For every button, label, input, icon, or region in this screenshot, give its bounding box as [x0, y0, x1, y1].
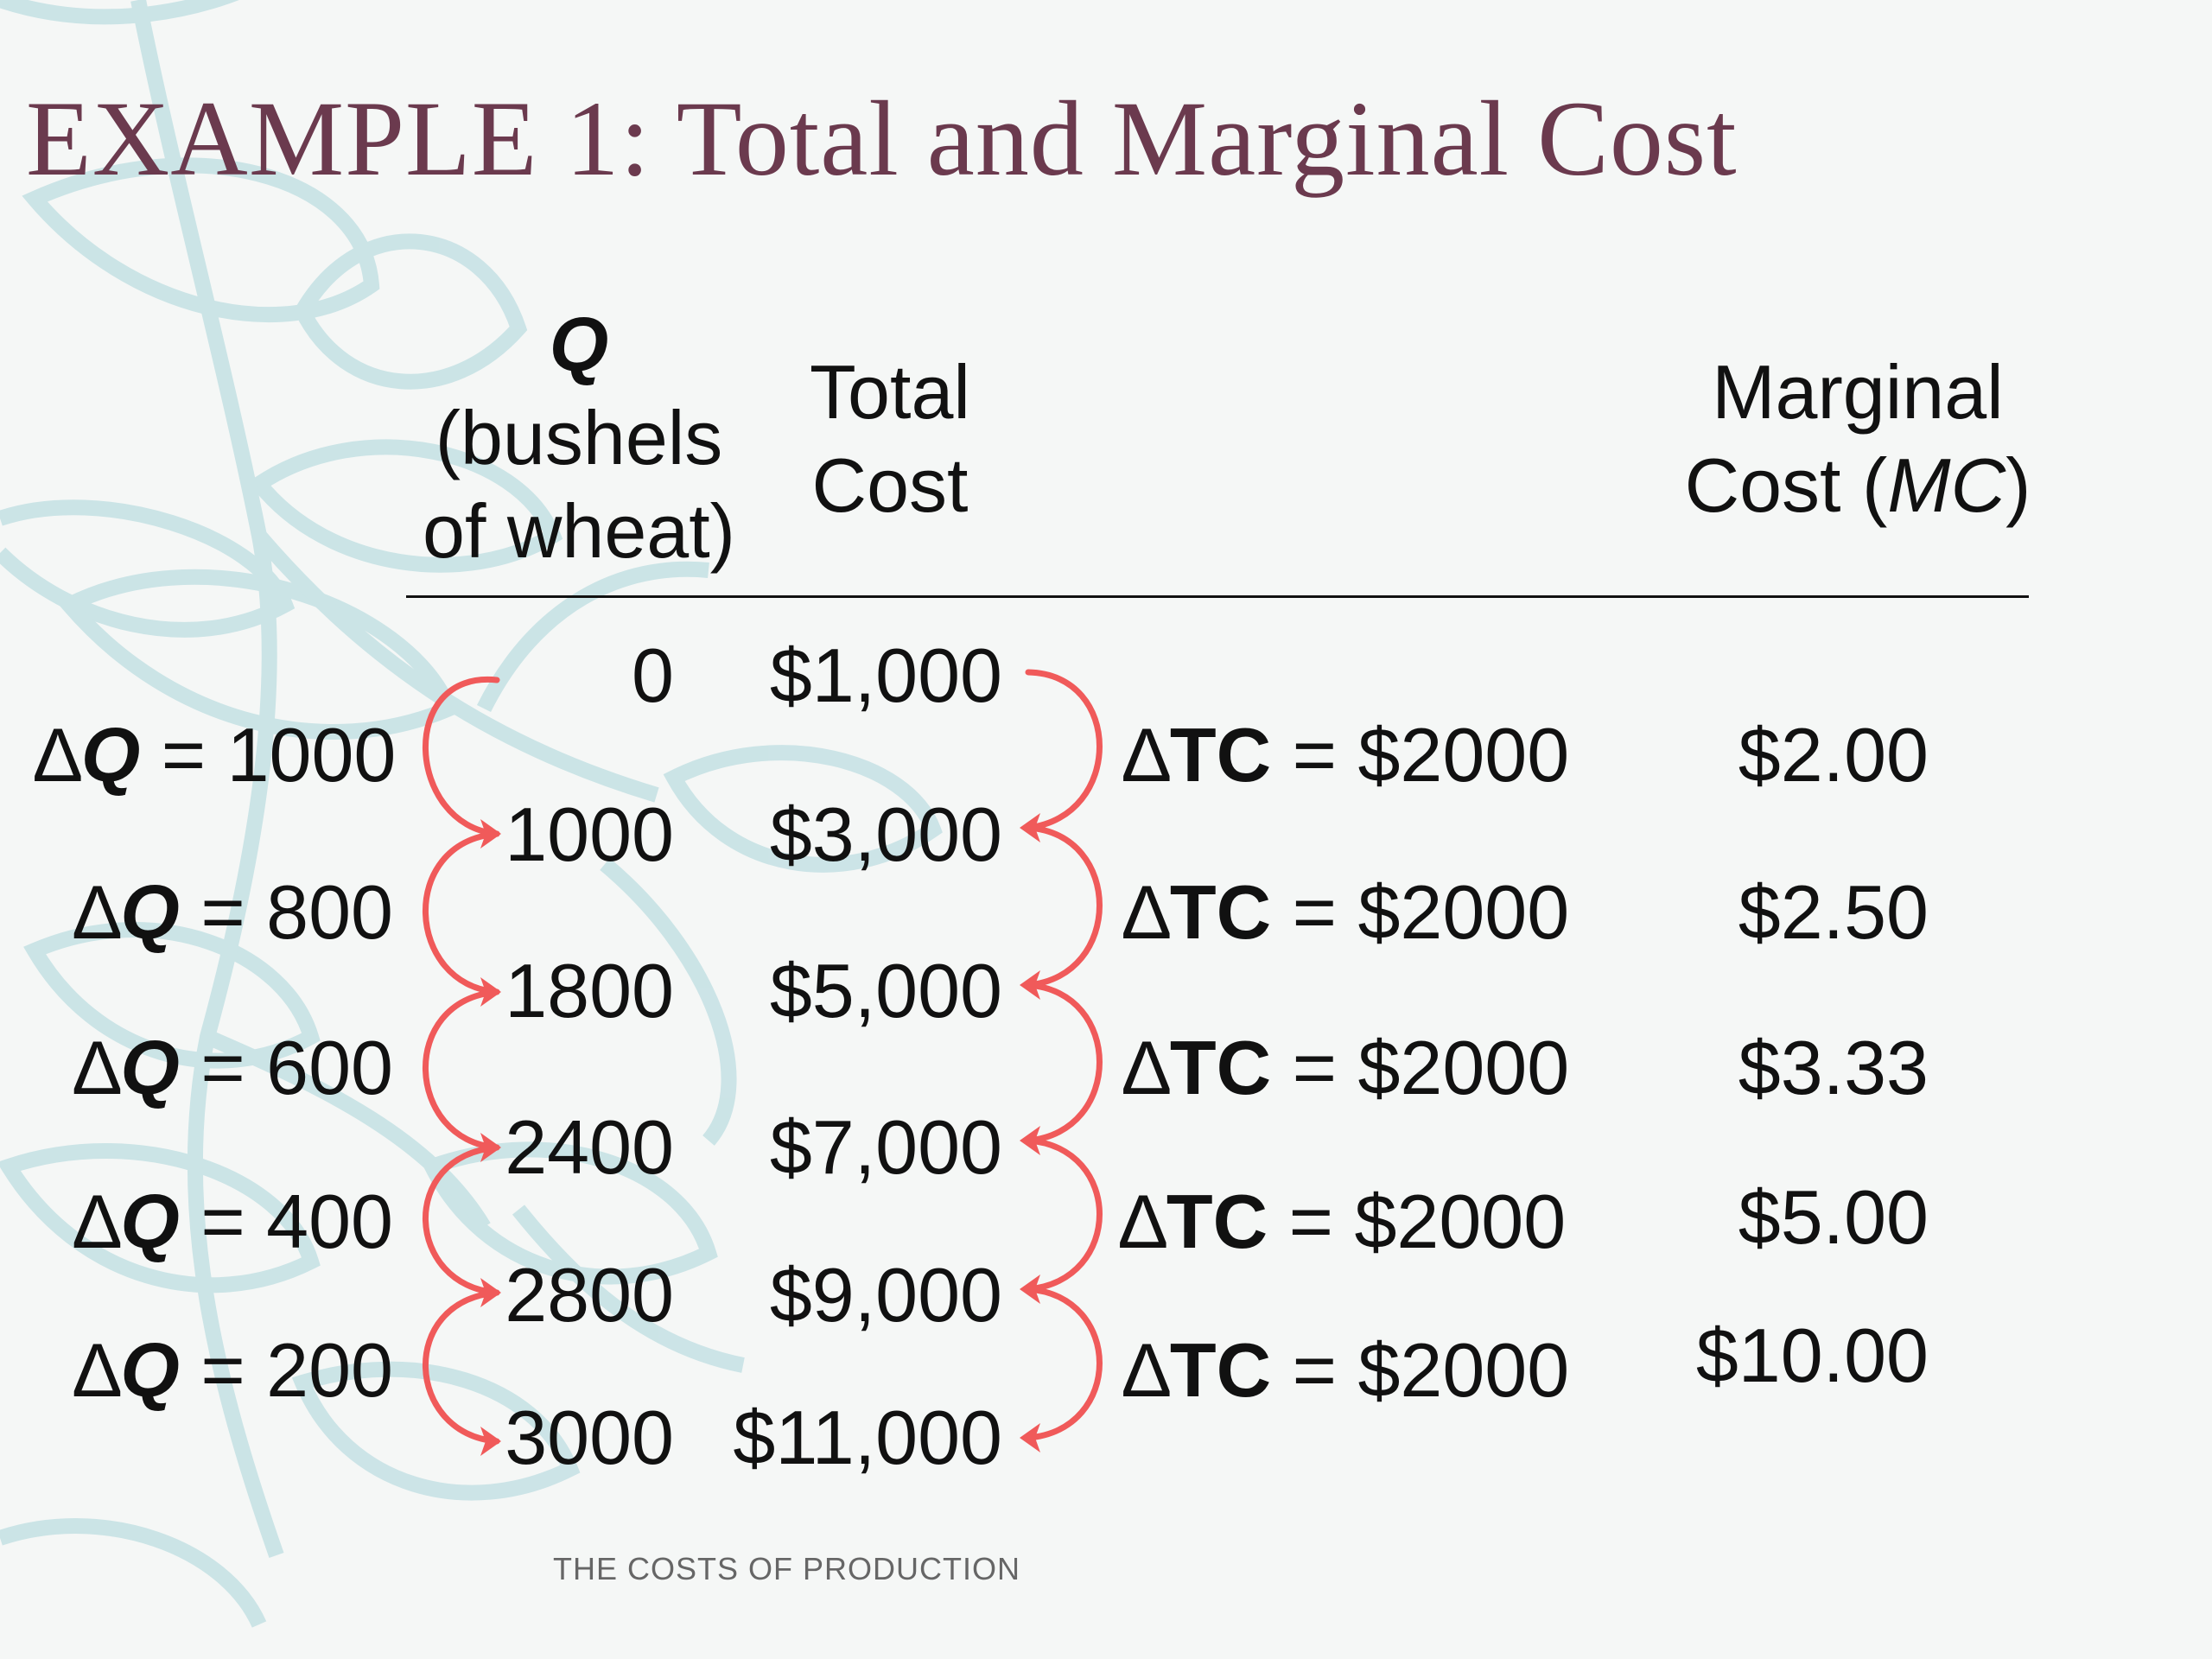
delta-symbol: ∆	[73, 1327, 121, 1413]
delta-q-eq: = 1000	[140, 712, 397, 798]
delta-tc-eq: = $2000	[1271, 1327, 1570, 1413]
delta-q-label: ∆Q = 400	[35, 1184, 393, 1260]
delta-symbol: ∆	[1123, 869, 1170, 955]
delta-tc-label: ∆TC = $2000	[1123, 717, 1569, 793]
header-total-cost: Total Cost	[760, 346, 1020, 532]
delta-symbol: ∆	[73, 1179, 121, 1264]
slide-footer: THE COSTS OF PRODUCTION	[553, 1551, 1021, 1586]
delta-symbol: ∆	[73, 869, 121, 955]
header-q-line1: (bushels	[435, 395, 723, 480]
mc-value: $3.33	[1738, 1025, 1929, 1110]
tc-value: $11,000	[733, 1395, 1002, 1480]
header-mc-line2: Cost (MC)	[1642, 439, 2074, 532]
tc-value: $1,000	[769, 632, 1002, 718]
slide-title: EXAMPLE 1: Total and Marginal Cost	[26, 79, 1738, 198]
delta-tc-eq: = $2000	[1271, 1025, 1570, 1110]
delta-tc-label: ∆TC = $2000	[1123, 874, 1569, 950]
header-divider	[406, 595, 2029, 598]
q-value: 2800	[505, 1252, 674, 1338]
delta-tc-eq: = $2000	[1271, 869, 1570, 955]
tc-value: $3,000	[769, 791, 1002, 877]
delta-q-eq: = 600	[179, 1025, 393, 1110]
q-value: 0	[632, 632, 674, 718]
header-q-symbol: Q	[549, 302, 609, 387]
q-value: 1000	[505, 791, 674, 877]
delta-q-eq: = 200	[179, 1327, 393, 1413]
delta-tc-var: TC	[1166, 1179, 1268, 1264]
tc-value: $5,000	[769, 948, 1002, 1033]
header-tc-line1: Total	[810, 349, 970, 435]
header-mc-suffix: )	[2005, 442, 2031, 528]
delta-tc-label: ∆TC = $2000	[1123, 1030, 1569, 1106]
delta-tc-var: TC	[1169, 869, 1272, 955]
q-value: 3000	[505, 1395, 674, 1480]
header-tc-line2: Cost	[811, 442, 969, 528]
delta-q-label: ∆Q = 200	[35, 1332, 393, 1408]
mc-value: $5.00	[1738, 1174, 1929, 1260]
delta-q-label: ∆Q = 800	[35, 874, 393, 950]
q-value: 2400	[505, 1104, 674, 1190]
tc-value: $9,000	[769, 1252, 1002, 1338]
tc-value: $7,000	[769, 1104, 1002, 1190]
delta-q-var: Q	[120, 1327, 180, 1413]
delta-q-label: ∆Q = 600	[35, 1030, 393, 1106]
delta-symbol: ∆	[1123, 1025, 1170, 1110]
delta-q-var: Q	[120, 1179, 180, 1264]
mc-value: $2.50	[1738, 869, 1929, 955]
delta-symbol: ∆	[35, 712, 81, 798]
delta-q-eq: = 400	[179, 1179, 393, 1264]
delta-symbol: ∆	[1123, 1327, 1170, 1413]
q-value: 1800	[505, 948, 674, 1033]
header-marginal-cost: Marginal Cost (MC)	[1642, 346, 2074, 532]
header-mc-line1: Marginal	[1712, 349, 2004, 435]
delta-q-var: Q	[80, 712, 141, 798]
delta-q-var: Q	[120, 869, 180, 955]
delta-tc-var: TC	[1169, 712, 1272, 798]
delta-tc-label: ∆TC = $2000	[1123, 1332, 1569, 1408]
mc-value: $2.00	[1738, 712, 1929, 798]
mc-value: $10.00	[1695, 1313, 1929, 1398]
delta-tc-label: ∆TC = $2000	[1120, 1184, 1566, 1260]
delta-q-eq: = 800	[179, 869, 393, 955]
header-q-line2: of wheat)	[423, 488, 735, 574]
delta-tc-var: TC	[1169, 1327, 1272, 1413]
delta-symbol: ∆	[1120, 1179, 1166, 1264]
delta-tc-eq: = $2000	[1268, 1179, 1567, 1264]
delta-symbol: ∆	[73, 1025, 121, 1110]
delta-symbol: ∆	[1123, 712, 1170, 798]
delta-q-var: Q	[120, 1025, 180, 1110]
header-mc-prefix: Cost (	[1684, 442, 1888, 528]
delta-q-label: ∆Q = 1000	[35, 717, 396, 793]
delta-tc-eq: = $2000	[1271, 712, 1570, 798]
header-mc-symbol: MC	[1887, 442, 2006, 528]
delta-tc-var: TC	[1169, 1025, 1272, 1110]
header-quantity: Q (bushels of wheat)	[406, 298, 752, 578]
